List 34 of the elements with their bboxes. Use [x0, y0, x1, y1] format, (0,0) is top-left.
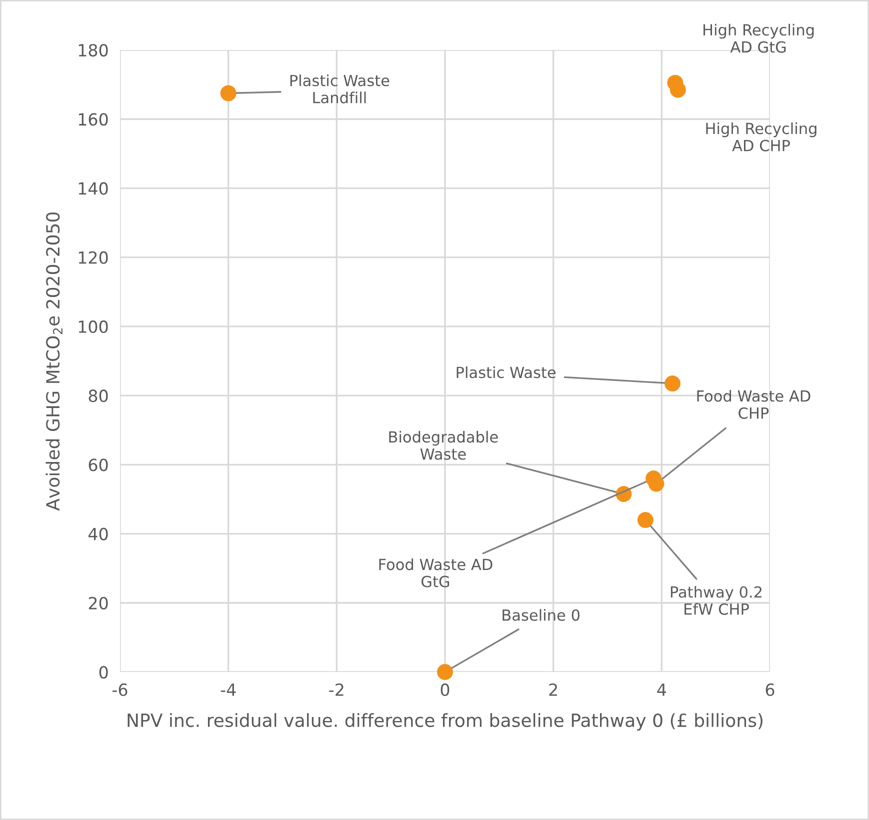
y-tick-label: 140 — [78, 182, 108, 195]
point — [437, 664, 453, 680]
point — [664, 375, 680, 392]
x-tick-label: 4 — [657, 684, 666, 696]
y-tick-label: 100 — [78, 320, 108, 334]
y-tick-label: 160 — [78, 113, 108, 126]
point — [646, 470, 662, 486]
y-tick-label: 40 — [88, 528, 108, 540]
y-tick-label: 80 — [88, 390, 108, 402]
x-tick-label: 0 — [440, 683, 450, 696]
y-tick-label: 0 — [99, 666, 108, 679]
x-axis-title: NPV inc. residual value. difference from baseline Pathway 0 (£ billions) — [128, 713, 762, 731]
x-tick-label: -4 — [220, 684, 236, 696]
y-tick-label: 20 — [88, 596, 108, 610]
annotation: Food Waste AD GtG — [379, 558, 492, 588]
annotation: Food Waste AD CHP — [697, 390, 810, 419]
annotation: High Recycling AD CHP — [706, 122, 816, 152]
y-tick-label: 60 — [88, 458, 108, 472]
annotation: Pathway 0.2 EfW CHP — [670, 586, 762, 615]
x-tick-label: 2 — [549, 683, 557, 696]
point — [670, 82, 686, 98]
y-tick-label: 180 — [78, 44, 108, 57]
point — [220, 85, 236, 102]
annotation: Biodegradable Waste — [389, 430, 498, 460]
x-tick-label: 6 — [766, 683, 774, 696]
x-tick-label: -6 — [112, 683, 128, 696]
x-tick-label: -2 — [329, 683, 344, 696]
annotation: Plastic Waste Landfill — [290, 74, 390, 104]
annotation: Plastic Waste — [456, 366, 556, 378]
annotation: Baseline 0 — [502, 609, 580, 621]
point — [637, 512, 654, 528]
y-tick-label: 120 — [78, 251, 108, 264]
y-axis-title: Avoided GHG MtCO$_{2}$e 2020-2050 — [46, 212, 62, 511]
annotation: High Recycling AD GtG — [704, 24, 814, 53]
